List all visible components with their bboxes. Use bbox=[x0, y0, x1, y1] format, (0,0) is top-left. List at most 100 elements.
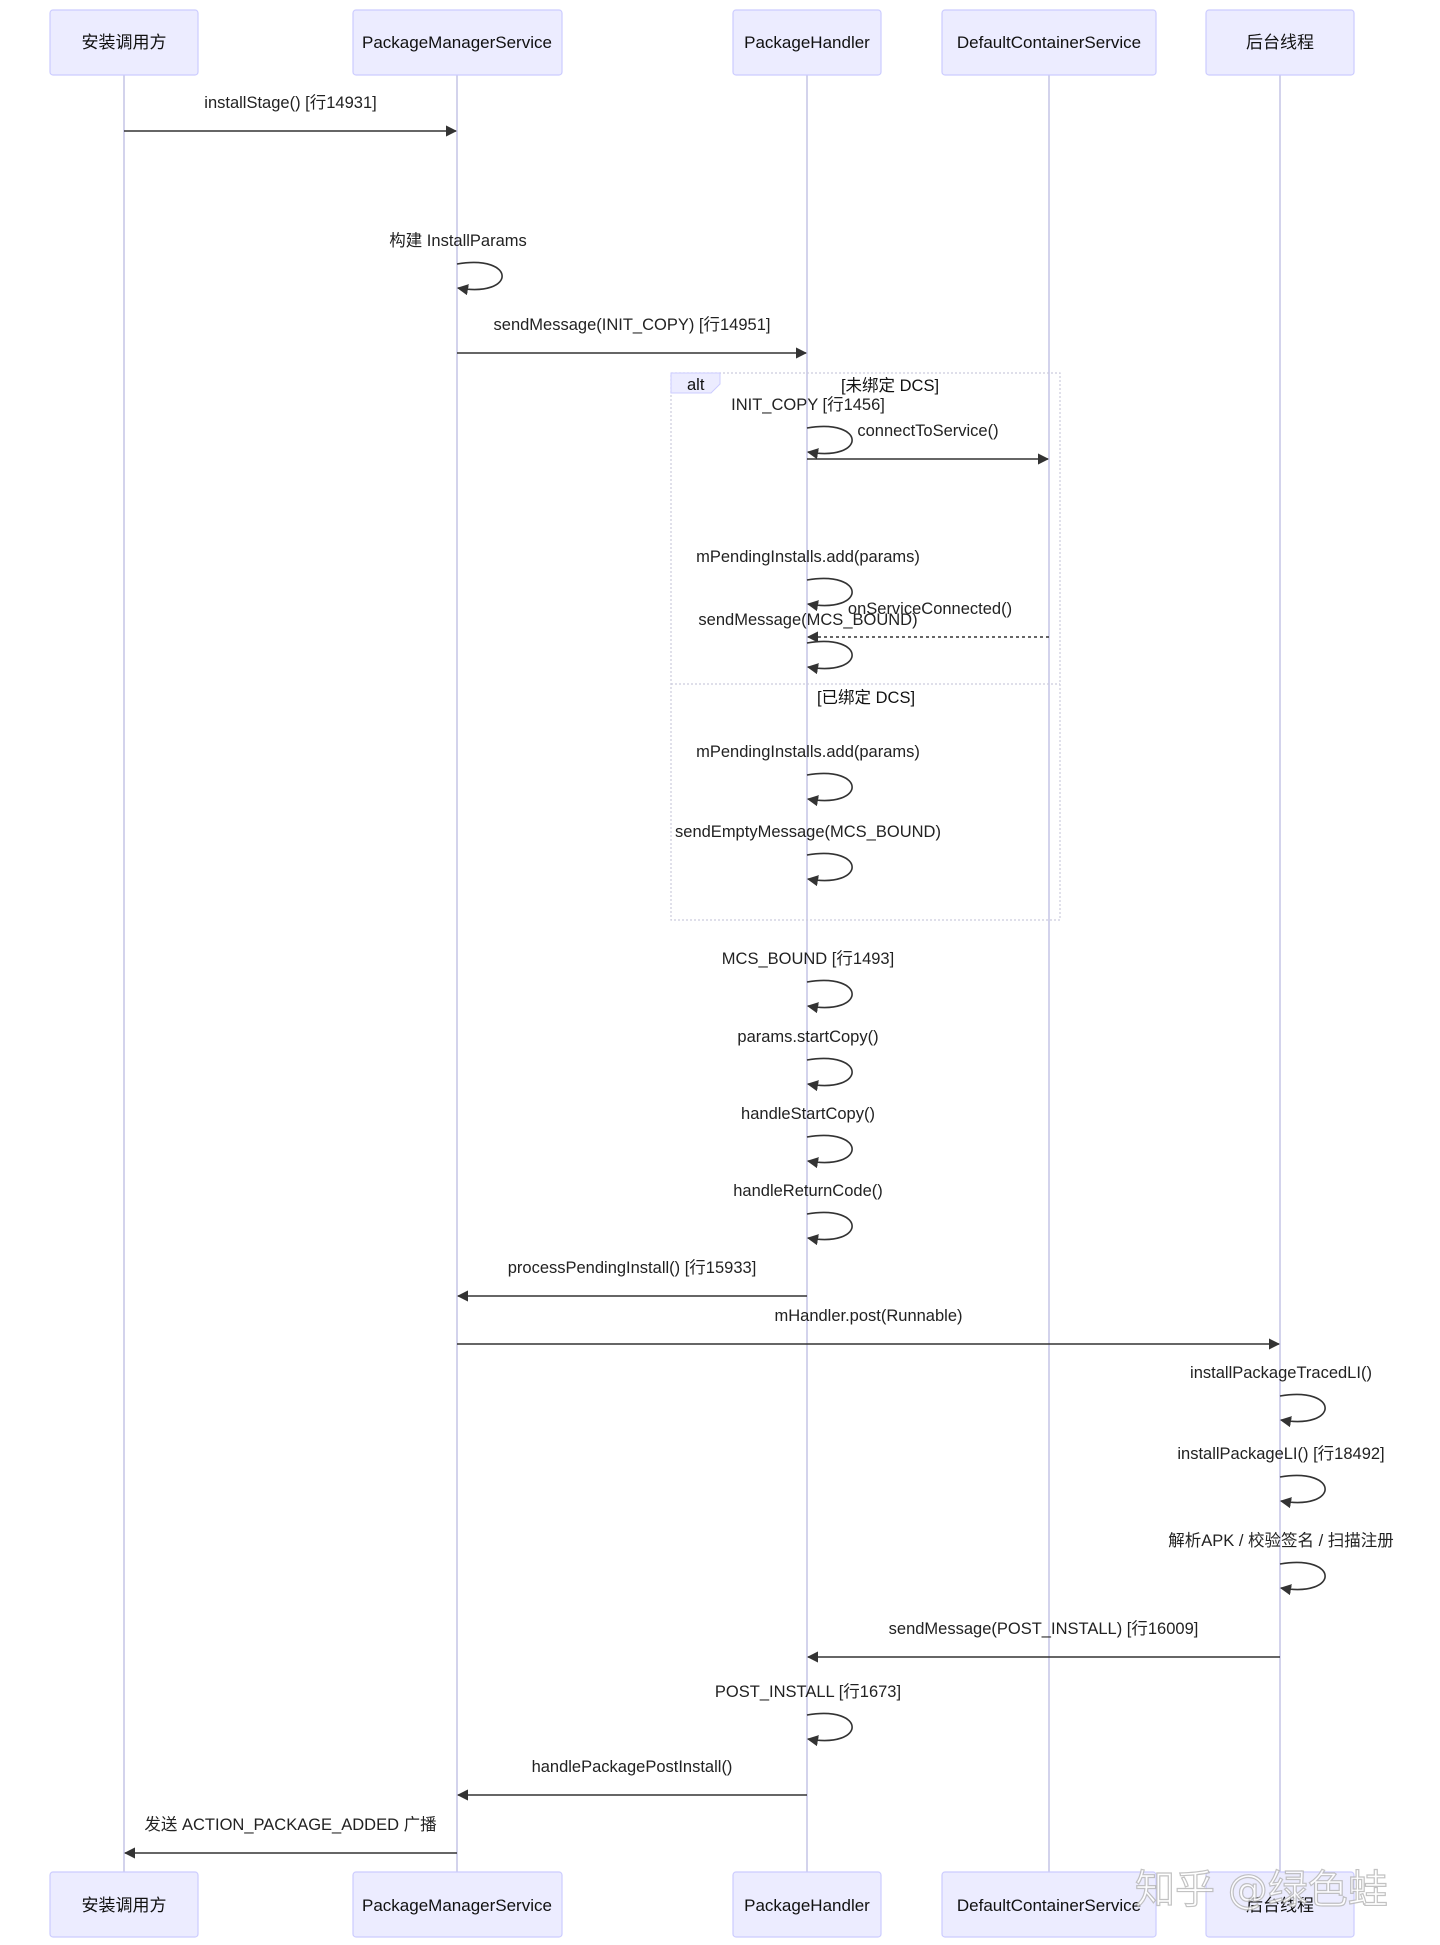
participant-background-thread-bottom: 后台线程 bbox=[1205, 1871, 1355, 1938]
message-label: sendMessage(MCS_BOUND) bbox=[698, 611, 917, 629]
message: INIT_COPY [行1456] bbox=[731, 395, 885, 460]
message-label: 发送 ACTION_PACKAGE_ADDED 广播 bbox=[144, 1815, 437, 1834]
participant-package-manager-service-bottom: PackageManagerService bbox=[352, 1871, 563, 1938]
watermark: 知乎 @绿色蛙 bbox=[1135, 1867, 1388, 1913]
message: sendMessage(INIT_COPY) [行14951] bbox=[457, 315, 808, 359]
participant-box bbox=[352, 9, 563, 76]
participant-box bbox=[1205, 9, 1355, 76]
participant-box bbox=[1205, 1871, 1355, 1938]
alt-condition-unbound: [未绑定 DCS] bbox=[841, 376, 939, 395]
participant-box bbox=[941, 9, 1157, 76]
message: sendEmptyMessage(MCS_BOUND) bbox=[675, 823, 941, 887]
self-message-arrow bbox=[806, 1134, 853, 1169]
participant-default-container-service-top: DefaultContainerService bbox=[941, 9, 1157, 76]
message: mPendingInstalls.add(params) bbox=[696, 548, 920, 612]
participants-bottom: 安装调用方 PackageManagerService PackageHandl… bbox=[49, 1871, 1355, 1938]
message: installPackageLI() [行18492] bbox=[1177, 1444, 1385, 1509]
alt-condition-bound: [已绑定 DCS] bbox=[817, 688, 915, 707]
participant-package-handler-bottom: PackageHandler bbox=[732, 1871, 882, 1938]
message: MCS_BOUND [行1493] bbox=[722, 949, 894, 1014]
self-message-arrow bbox=[806, 1057, 853, 1092]
message-label: onServiceConnected() bbox=[848, 600, 1012, 618]
participant-package-manager-service-top: PackageManagerService bbox=[352, 9, 563, 76]
message: mHandler.post(Runnable) bbox=[457, 1307, 1281, 1350]
participant-background-thread-top: 后台线程 bbox=[1205, 9, 1355, 76]
self-message-arrow bbox=[806, 425, 853, 460]
self-message-arrow bbox=[806, 1712, 853, 1747]
participant-package-handler-top: PackageHandler bbox=[732, 9, 882, 76]
message: sendMessage(MCS_BOUND) bbox=[698, 611, 918, 675]
participant-label: PackageHandler bbox=[744, 33, 870, 52]
participants-top: 安装调用方 PackageManagerService PackageHandl… bbox=[49, 9, 1355, 76]
message: installStage() [行14931] bbox=[124, 93, 458, 137]
participant-box bbox=[49, 1871, 199, 1938]
message: processPendingInstall() [行15933] bbox=[456, 1258, 807, 1302]
message: 发送 ACTION_PACKAGE_ADDED 广播 bbox=[123, 1815, 457, 1859]
self-message-arrow bbox=[1279, 1393, 1326, 1428]
message-label: handlePackagePostInstall() bbox=[532, 1758, 733, 1776]
message-label: mPendingInstalls.add(params) bbox=[696, 548, 920, 566]
self-message-arrow bbox=[456, 261, 503, 296]
participant-default-container-service-bottom: DefaultContainerService bbox=[941, 1871, 1157, 1938]
message-label: connectToService() bbox=[857, 422, 998, 440]
message: onServiceConnected() bbox=[806, 600, 1049, 643]
message-label: INIT_COPY [行1456] bbox=[731, 395, 885, 414]
participant-label: PackageHandler bbox=[744, 1896, 870, 1915]
participant-label: 安装调用方 bbox=[82, 33, 167, 52]
self-message-arrow bbox=[806, 852, 853, 887]
message: sendMessage(POST_INSTALL) [行16009] bbox=[806, 1619, 1280, 1663]
participant-label: 安装调用方 bbox=[82, 1896, 167, 1915]
message: 构建 InstallParams bbox=[389, 231, 527, 296]
message-label: processPendingInstall() [行15933] bbox=[508, 1258, 757, 1277]
participant-box bbox=[732, 9, 882, 76]
self-message-arrow bbox=[806, 577, 853, 612]
participant-caller-bottom: 安装调用方 bbox=[49, 1871, 199, 1938]
participant-box bbox=[49, 9, 199, 76]
message-label: MCS_BOUND [行1493] bbox=[722, 949, 894, 968]
message-label: handleStartCopy() bbox=[741, 1105, 875, 1123]
participant-label: PackageManagerService bbox=[362, 1896, 552, 1915]
participant-caller-top: 安装调用方 bbox=[49, 9, 199, 76]
message-label: installStage() [行14931] bbox=[204, 93, 376, 112]
message-label: sendEmptyMessage(MCS_BOUND) bbox=[675, 823, 941, 841]
self-message-arrow bbox=[1279, 1474, 1326, 1509]
message: 解析APK / 校验签名 / 扫描注册 bbox=[1168, 1531, 1394, 1596]
participant-box bbox=[352, 1871, 563, 1938]
message-label: mHandler.post(Runnable) bbox=[774, 1307, 962, 1325]
message: connectToService() bbox=[807, 422, 1050, 465]
participant-label: 后台线程 bbox=[1246, 1896, 1314, 1915]
message: mPendingInstalls.add(params) bbox=[696, 743, 920, 807]
participant-box bbox=[941, 1871, 1157, 1938]
self-message-arrow bbox=[1279, 1561, 1326, 1596]
message-label: installPackageLI() [行18492] bbox=[1177, 1444, 1384, 1463]
message-label: POST_INSTALL [行1673] bbox=[715, 1682, 901, 1701]
participant-box bbox=[732, 1871, 882, 1938]
message: handleReturnCode() bbox=[733, 1182, 883, 1246]
participant-label: DefaultContainerService bbox=[957, 1896, 1141, 1915]
message: handleStartCopy() bbox=[741, 1105, 875, 1169]
message-label: params.startCopy() bbox=[737, 1028, 878, 1046]
self-message-arrow bbox=[806, 979, 853, 1014]
participant-label: 后台线程 bbox=[1246, 33, 1314, 52]
message-label: 解析APK / 校验签名 / 扫描注册 bbox=[1168, 1531, 1394, 1550]
messages: installStage() [行14931] 构建 InstallParams s… bbox=[123, 93, 1394, 1859]
message-label: mPendingInstalls.add(params) bbox=[696, 743, 920, 761]
message-label: 构建 InstallParams bbox=[389, 231, 527, 250]
self-message-arrow bbox=[806, 640, 853, 675]
message-label: sendMessage(INIT_COPY) [行14951] bbox=[494, 315, 771, 334]
self-message-arrow bbox=[806, 1211, 853, 1246]
self-message-arrow bbox=[806, 772, 853, 807]
message: installPackageTracedLI() bbox=[1190, 1364, 1372, 1428]
participant-label: DefaultContainerService bbox=[957, 33, 1141, 52]
alt-frame-keyword: alt bbox=[687, 376, 705, 394]
alt-frame: alt [未绑定 DCS] [已绑定 DCS] bbox=[670, 372, 1061, 921]
alt-frame-tag bbox=[670, 372, 721, 394]
message: handlePackagePostInstall() bbox=[456, 1758, 807, 1801]
message-label: installPackageTracedLI() bbox=[1190, 1364, 1372, 1382]
message-label: sendMessage(POST_INSTALL) [行16009] bbox=[889, 1619, 1199, 1638]
participant-label: PackageManagerService bbox=[362, 33, 552, 52]
lifelines bbox=[123, 75, 1281, 1872]
message: params.startCopy() bbox=[737, 1028, 879, 1092]
message-label: handleReturnCode() bbox=[733, 1182, 883, 1200]
